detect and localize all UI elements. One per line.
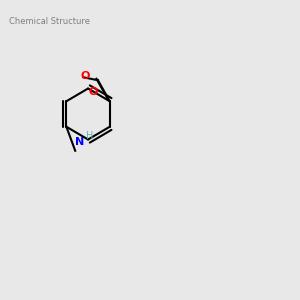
- Text: O: O: [80, 71, 89, 81]
- Text: O: O: [89, 87, 98, 97]
- Text: Chemical Structure: Chemical Structure: [9, 17, 90, 26]
- Text: H: H: [86, 131, 94, 141]
- Text: N: N: [75, 137, 84, 147]
